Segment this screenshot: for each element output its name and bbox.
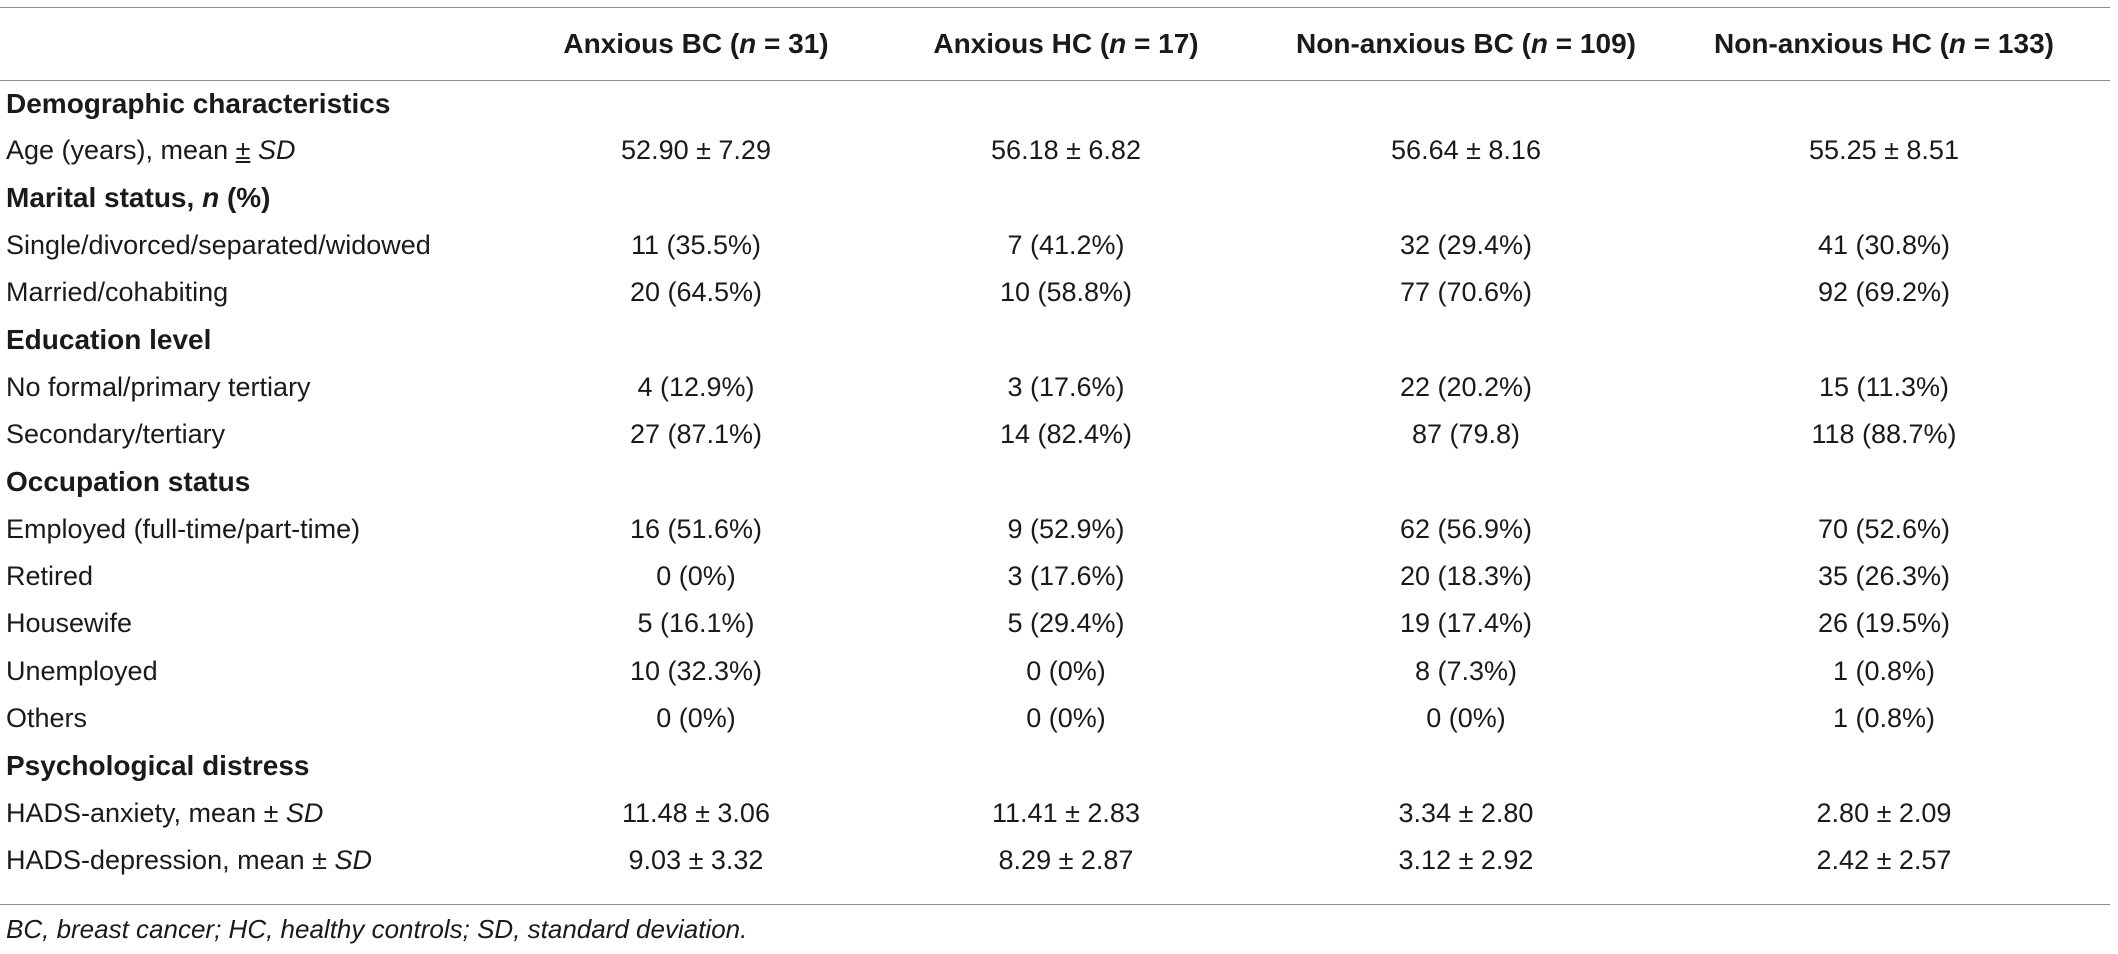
row-label: Others	[6, 703, 88, 733]
cell: 11 (35.5%)	[630, 230, 762, 261]
cell: 32 (29.4%)	[1399, 230, 1533, 261]
cell: 2.42 ± 2.57	[1816, 844, 1952, 875]
cell: 1 (0.8%)	[1832, 655, 1936, 686]
cell: 10 (32.3%)	[629, 655, 763, 686]
section-education: Education level	[6, 324, 212, 356]
cell: 41 (30.8%)	[1817, 230, 1951, 261]
cell: 8.29 ± 2.87	[998, 844, 1134, 875]
cell: 56.64 ± 8.16	[1391, 135, 1541, 166]
row-label: Age (years), mean ± SD	[6, 135, 296, 166]
cell: 52.90 ± 7.29	[621, 135, 771, 166]
cell: 8 (7.3%)	[1414, 655, 1518, 686]
cell: 0 (0%)	[656, 703, 736, 733]
cell: 11.48 ± 3.06	[622, 797, 770, 828]
table-row: Unemployed 10 (32.3%) 0 (0%) 8 (7.3%) 1 …	[0, 648, 2112, 695]
row-label: Retired	[6, 561, 94, 592]
cell: 2.80 ± 2.09	[1816, 797, 1952, 828]
row-label: Employed (full-time/part-time)	[6, 513, 361, 544]
cell: 56.18 ± 6.82	[991, 135, 1141, 166]
table-row: Married/cohabiting 20 (64.5%) 10 (58.8%)…	[0, 269, 2112, 316]
cell: 3.12 ± 2.92	[1398, 844, 1534, 875]
cell: 35 (26.3%)	[1817, 561, 1951, 592]
cell: 118 (88.7%)	[1811, 419, 1957, 450]
row-label: HADS-anxiety, mean ± SD	[6, 797, 324, 828]
cell: 3 (17.6%)	[1007, 561, 1125, 592]
cell: 27 (87.1%)	[629, 419, 763, 450]
section-occupation: Occupation status	[6, 466, 251, 498]
row-label: Secondary/tertiary	[6, 419, 226, 450]
row-label: Married/cohabiting	[6, 277, 229, 308]
header-row: Anxious BC (n = 31) Anxious HC (n = 17) …	[0, 8, 2112, 80]
cell: 10 (58.8%)	[999, 277, 1133, 308]
table-row: Secondary/tertiary 27 (87.1%) 14 (82.4%)…	[0, 411, 2112, 458]
cell: 92 (69.2%)	[1817, 277, 1951, 308]
table-row: Retired 0 (0%) 3 (17.6%) 20 (18.3%) 35 (…	[0, 553, 2112, 600]
header-empty	[0, 8, 536, 80]
cell: 22 (20.2%)	[1399, 371, 1533, 402]
top-rule	[0, 7, 2110, 8]
cell: 20 (64.5%)	[629, 277, 763, 308]
table-row: Age (years), mean ± SD 52.90 ± 7.29 56.1…	[0, 127, 2112, 174]
demographics-table: Anxious BC (n = 31) Anxious HC (n = 17) …	[0, 8, 2112, 884]
table-row: No formal/primary tertiary 4 (12.9%) 3 (…	[0, 364, 2112, 411]
cell: 77 (70.6%)	[1399, 277, 1533, 308]
table-row: Others 0 (0%) 0 (0%) 0 (0%) 1 (0.8%)	[0, 695, 2112, 742]
cell: 55.25 ± 8.51	[1809, 135, 1959, 166]
row-label: Single/divorced/separated/widowed	[6, 230, 431, 261]
cell: 70 (52.6%)	[1817, 513, 1951, 544]
table-row: Employed (full-time/part-time) 16 (51.6%…	[0, 506, 2112, 553]
cell: 87 (79.8)	[1411, 419, 1521, 450]
bottom-rule	[0, 904, 2110, 905]
section-marital: Marital status, n (%)	[6, 182, 271, 214]
cell: 3 (17.6%)	[1007, 371, 1125, 402]
cell: 20 (18.3%)	[1399, 561, 1533, 592]
cell: 9.03 ± 3.32	[628, 844, 764, 875]
section-demographic: Demographic characteristics	[6, 87, 391, 119]
row-label: Unemployed	[6, 655, 158, 686]
cell: 11.41 ± 2.83	[992, 797, 1140, 828]
header-rule	[0, 80, 2110, 81]
cell: 0 (0%)	[1026, 655, 1106, 686]
table-footnote: BC, breast cancer; HC, healthy controls;…	[6, 914, 748, 944]
header-anxious-hc: Anxious HC (n = 17)	[933, 28, 1199, 59]
cell: 1 (0.8%)	[1832, 703, 1936, 733]
cell: 14 (82.4%)	[999, 419, 1133, 450]
cell: 15 (11.3%)	[1818, 371, 1950, 402]
row-label: No formal/primary tertiary	[6, 371, 311, 402]
table-row: Housewife 5 (16.1%) 5 (29.4%) 19 (17.4%)…	[0, 600, 2112, 647]
row-label: Housewife	[6, 608, 133, 639]
cell: 0 (0%)	[656, 561, 736, 592]
row-label: HADS-depression, mean ± SD	[6, 844, 372, 875]
cell: 26 (19.5%)	[1817, 608, 1951, 639]
cell: 16 (51.6%)	[629, 513, 763, 544]
cell: 19 (17.4%)	[1399, 608, 1533, 639]
cell: 4 (12.9%)	[637, 371, 755, 402]
header-anxious-bc: Anxious BC (n = 31)	[563, 28, 829, 59]
cell: 5 (16.1%)	[637, 608, 755, 639]
header-non-anxious-hc: Non-anxious HC (n = 133)	[1714, 28, 2054, 59]
cell: 7 (41.2%)	[1007, 230, 1125, 261]
cell: 9 (52.9%)	[1007, 513, 1125, 544]
table-row: HADS-anxiety, mean ± SD 11.48 ± 3.06 11.…	[0, 789, 2112, 836]
cell: 62 (56.9%)	[1399, 513, 1533, 544]
table-row: Single/divorced/separated/widowed 11 (35…	[0, 222, 2112, 269]
section-psych: Psychological distress	[6, 749, 310, 781]
cell: 0 (0%)	[1426, 703, 1506, 733]
header-non-anxious-bc: Non-anxious BC (n = 109)	[1296, 28, 1636, 59]
cell: 5 (29.4%)	[1007, 608, 1125, 639]
cell: 0 (0%)	[1026, 703, 1106, 733]
cell: 3.34 ± 2.80	[1398, 797, 1534, 828]
table-row: HADS-depression, mean ± SD 9.03 ± 3.32 8…	[0, 837, 2112, 884]
